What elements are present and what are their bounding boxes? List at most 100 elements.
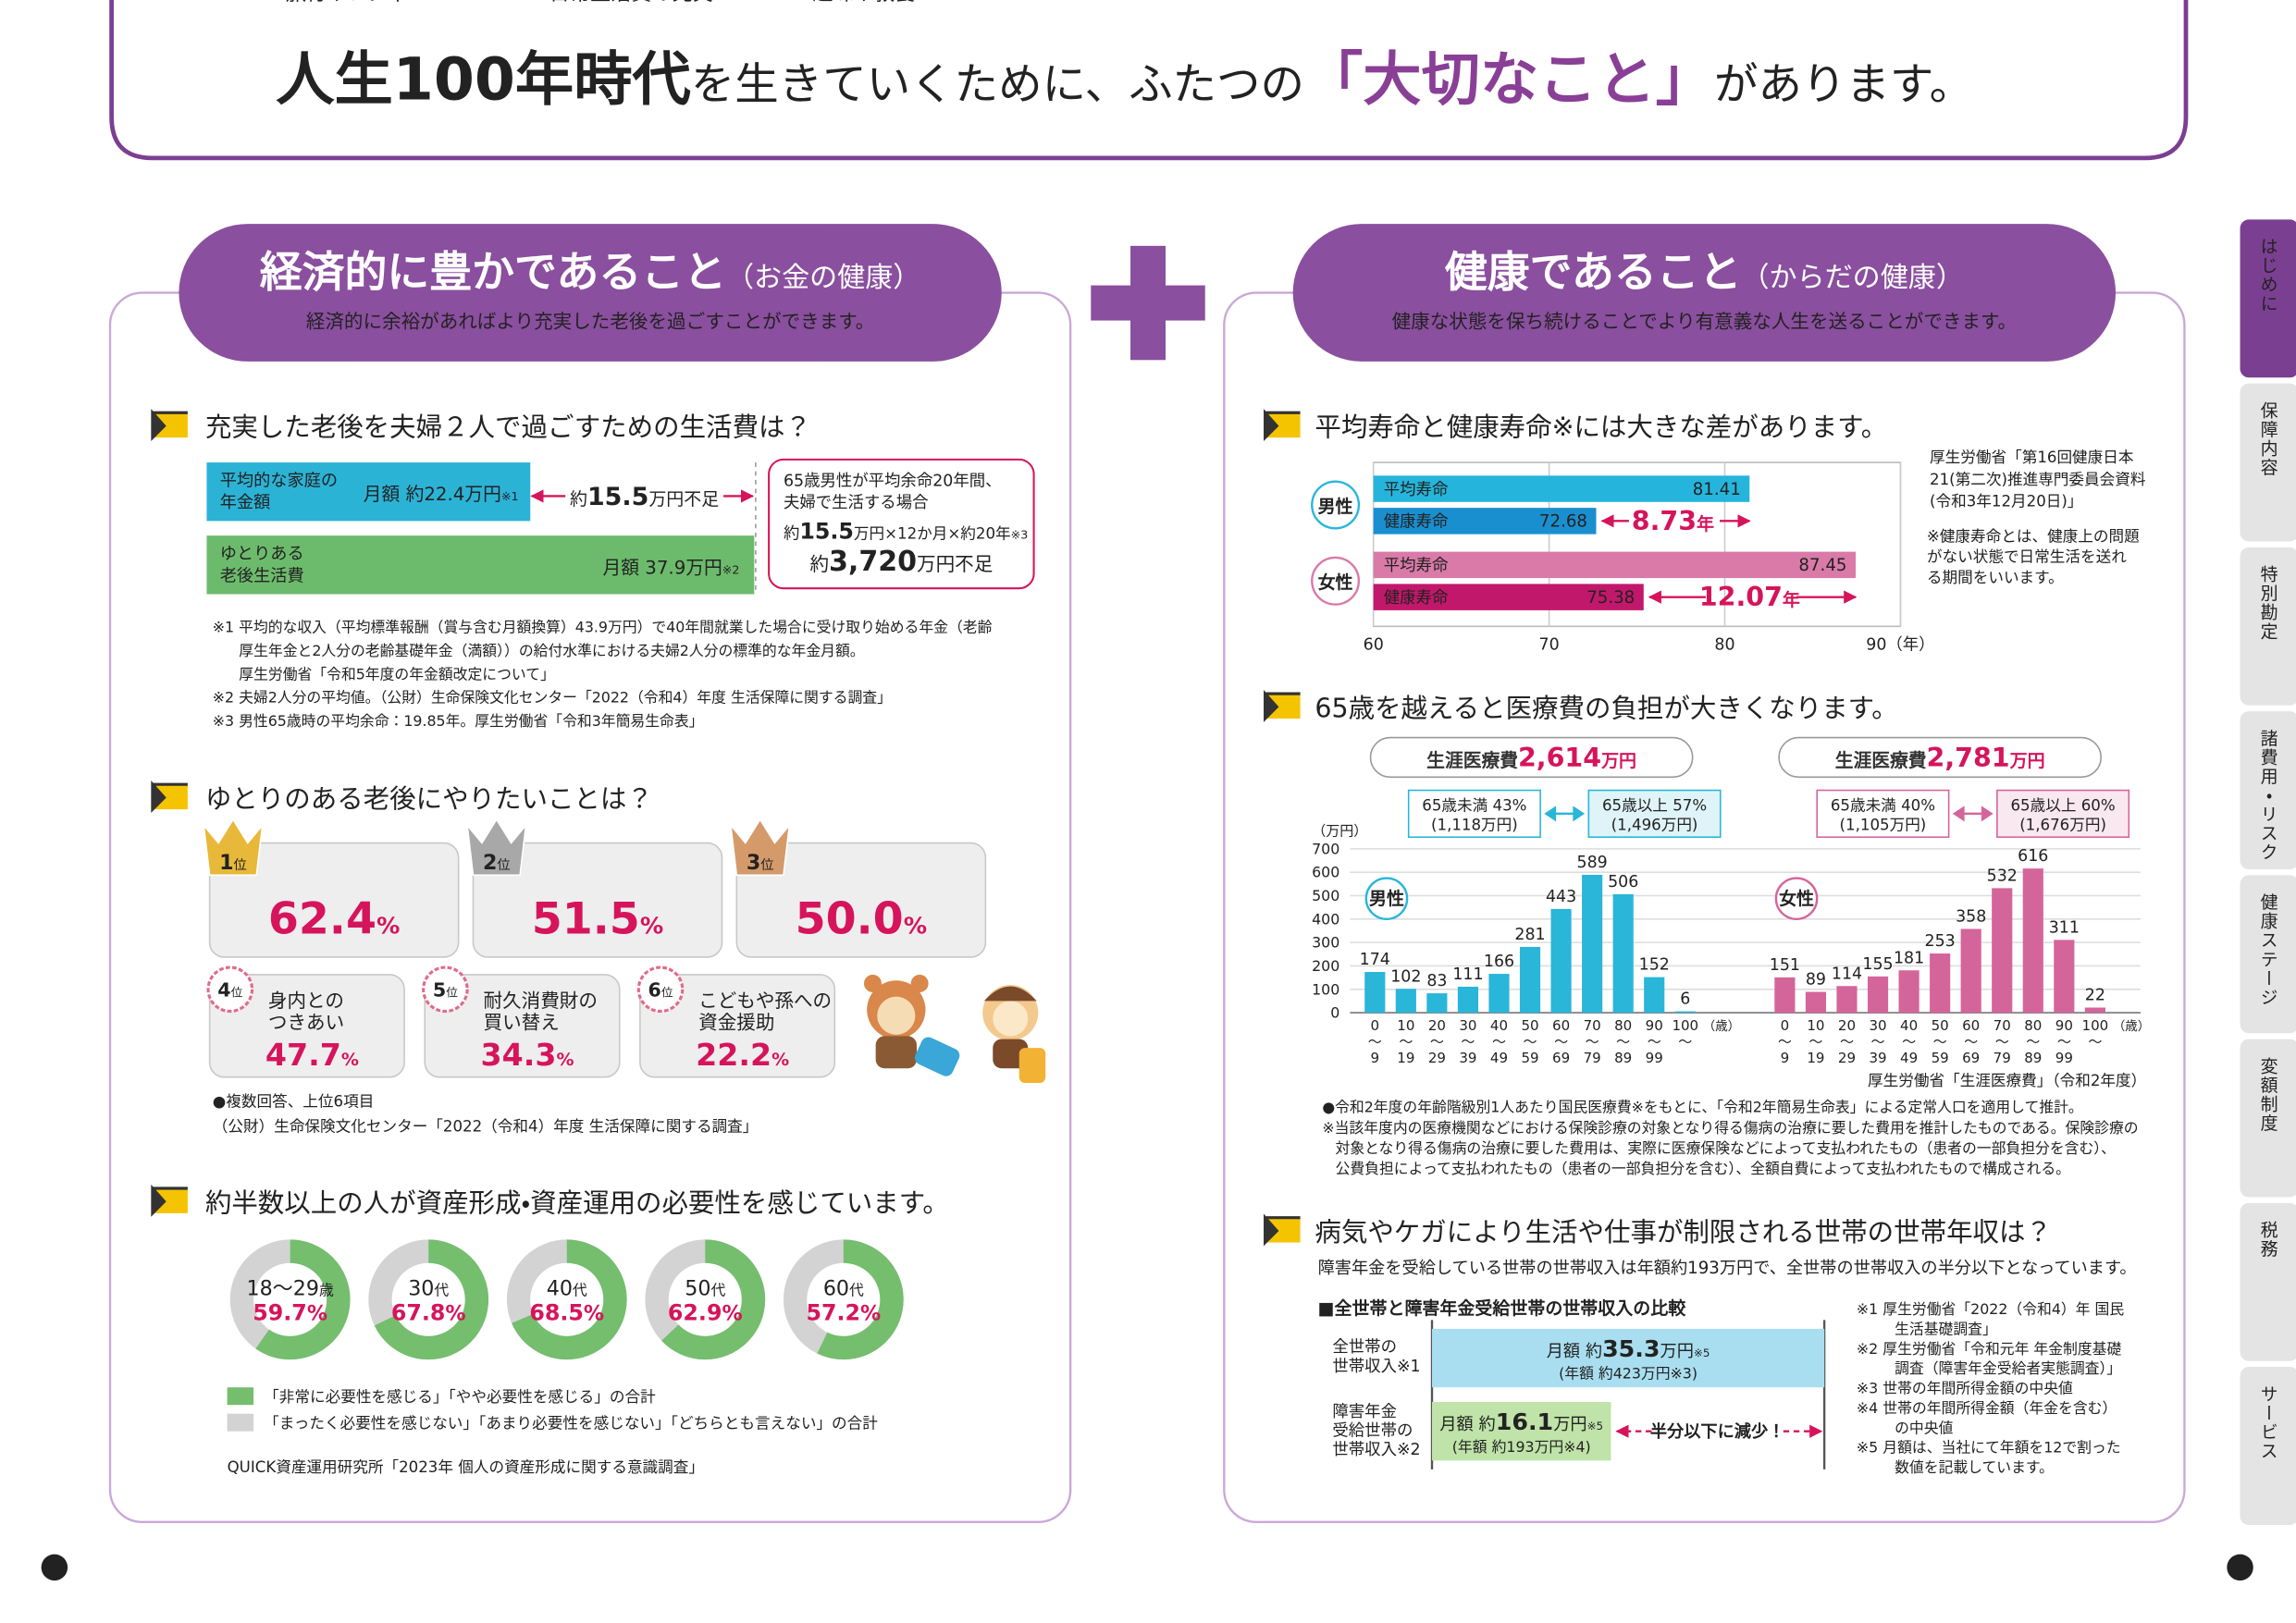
life-bar <box>1373 584 1644 610</box>
callout-calc-part: 約 <box>784 524 799 543</box>
x-tick-label: 20 〜 29 <box>1428 1017 1446 1066</box>
x-tick-label: 90（年） <box>1866 636 1934 655</box>
plus-sign <box>1091 285 1205 321</box>
side-tab[interactable] <box>2240 547 2296 706</box>
donut-value-part: 62.9 <box>668 1299 722 1325</box>
reduce-label: 半分以下に減少！ <box>1650 1421 1785 1442</box>
rank-label: 資金援助 <box>698 1012 774 1034</box>
source: 厚生労働省「生涯医療費」（令和2年度） <box>1868 1072 2146 1089</box>
y-tick-label: 0 <box>1330 1004 1339 1022</box>
rank-label: こどもや孫への <box>698 990 832 1012</box>
shortfall-part: 15.5 <box>587 483 648 511</box>
donut-age-part: 代 <box>710 1282 725 1299</box>
x-tick-label: 70 <box>1539 636 1560 655</box>
income-bar <box>1432 1328 1825 1388</box>
side-tab[interactable] <box>2240 1039 2296 1198</box>
medical-bar <box>1457 986 1479 1014</box>
side-tab[interactable] <box>2240 711 2296 870</box>
gap-label: 12.07年 <box>1699 582 1800 612</box>
section-icon <box>1264 689 1301 722</box>
x-unit: （歳） <box>1703 1019 1740 1034</box>
side-tab[interactable] <box>2240 1367 2296 1525</box>
income-bar <box>1432 1402 1611 1461</box>
left-heading: 経済的に豊かであること（お金の健康） <box>260 247 921 297</box>
donut-slice <box>645 1239 766 1360</box>
group-badge <box>1364 877 1409 921</box>
total-label-part: 万円 <box>1600 751 1636 771</box>
section-title: ゆとりのある老後にやりたいことは？ <box>205 784 653 815</box>
rank-label: 身内との <box>268 990 344 1012</box>
header-frame <box>109 0 2189 161</box>
donut-value-part: % <box>584 1301 604 1325</box>
rank-crown <box>729 818 791 877</box>
cost-bar-label: ゆとりある <box>220 545 304 564</box>
section-icon <box>151 1184 188 1217</box>
total-label-part: 生涯医療費 <box>1426 750 1518 771</box>
split-text: 65歳以上 60% <box>2010 797 2115 815</box>
side-tab[interactable] <box>2240 219 2296 378</box>
rank-crown <box>466 818 527 877</box>
donut-slice <box>368 1239 489 1360</box>
page-title-part: があります。 <box>1714 60 1973 111</box>
rank-number: 2位 <box>483 851 511 875</box>
side-tab[interactable] <box>2240 875 2296 1034</box>
footnote: ※4 世帯の年間所得金額（年金を含む） <box>1857 1399 2117 1417</box>
source: (令和3年12月20日)」 <box>1930 493 2082 510</box>
donut-value: 59.7% <box>253 1299 327 1325</box>
section-title: 病気やケガにより生活や仕事が制限される世帯の世帯年収は？ <box>1315 1217 2052 1248</box>
section-title: 65歳を越えると医療費の負担が大きくなります。 <box>1315 693 1897 723</box>
rank-value-part: 51.5 <box>532 894 640 945</box>
donut-value-part: % <box>860 1301 881 1325</box>
total-pill <box>1778 736 2103 779</box>
cost-bar <box>206 462 531 522</box>
income-label: 受給世帯の <box>1332 1421 1413 1440</box>
donut-value: 68.5% <box>529 1299 604 1325</box>
cost-bar-amount-part: 月額 約22.4万円 <box>364 484 501 505</box>
side-tab-label: はじめに <box>2258 237 2278 313</box>
mascots <box>863 974 1046 1084</box>
side-tab[interactable] <box>2240 1202 2296 1361</box>
bar-value-label: 83 <box>1426 972 1447 990</box>
callout-calc-part: 万円×12か月×約20年 <box>854 524 1011 542</box>
income-amount-part: 16.1 <box>1496 1408 1553 1435</box>
total-label: 生涯医療費2,781万円 <box>1835 743 2045 773</box>
section-title: 平均寿命と健康寿命※には大きな差があります。 <box>1315 412 1887 443</box>
life-bar <box>1373 551 1856 579</box>
rank-number-part: 4 <box>217 979 230 1002</box>
rank-number: 6位 <box>648 979 673 1002</box>
rank-number: 3位 <box>747 851 774 875</box>
callout-calc: 約15.5万円×12か月×約20年※3 <box>784 518 1028 544</box>
x-tick-label: 70 〜 79 <box>1584 1017 1601 1066</box>
side-tab[interactable] <box>2240 383 2296 542</box>
total-pill <box>1369 736 1694 779</box>
bar-value-label: 506 <box>1608 873 1638 891</box>
split-text: (1,676万円) <box>2019 816 2106 833</box>
medical-bar <box>1805 991 1827 1014</box>
right-heading-pill <box>1292 224 2117 362</box>
donut-age: 30代 <box>408 1277 449 1301</box>
bar-value-label: 589 <box>1577 854 1608 872</box>
rank-value: 51.5% <box>532 894 664 945</box>
total-label-part: 万円 <box>2009 751 2045 771</box>
x-tick-label: 90 〜 99 <box>2055 1017 2073 1066</box>
footnote: る期間をいいます。 <box>1927 569 2064 586</box>
income-annual: (年額 約193万円※4) <box>1452 1438 1591 1456</box>
shortfall-part: 万円不足 <box>648 489 719 510</box>
x-tick-label: 40 〜 49 <box>1900 1017 1918 1066</box>
rank-card <box>208 842 460 958</box>
bar-value-label: 166 <box>1484 953 1514 971</box>
donut-age: 40代 <box>547 1277 587 1301</box>
section-title: 充実した老後を夫婦２人で過ごすための生活費は？ <box>205 412 811 443</box>
callout-total-part: 万円不足 <box>917 553 993 575</box>
bar-value-label: 358 <box>1956 908 1986 927</box>
income-amount: 月額 約35.3万円※5 <box>1547 1334 1710 1362</box>
bar-value-label: 89 <box>1806 971 1826 990</box>
x-tick-label: 100 〜 <box>2082 1017 2109 1050</box>
rank-crown <box>203 818 264 877</box>
bar-value-label: 253 <box>1925 932 1956 951</box>
rank-number: 5位 <box>433 979 458 1002</box>
group-badge <box>1311 480 1361 530</box>
cost-bar-label: 年金額 <box>220 493 271 512</box>
medical-bar <box>2022 868 2043 1014</box>
rank-card <box>639 974 836 1078</box>
